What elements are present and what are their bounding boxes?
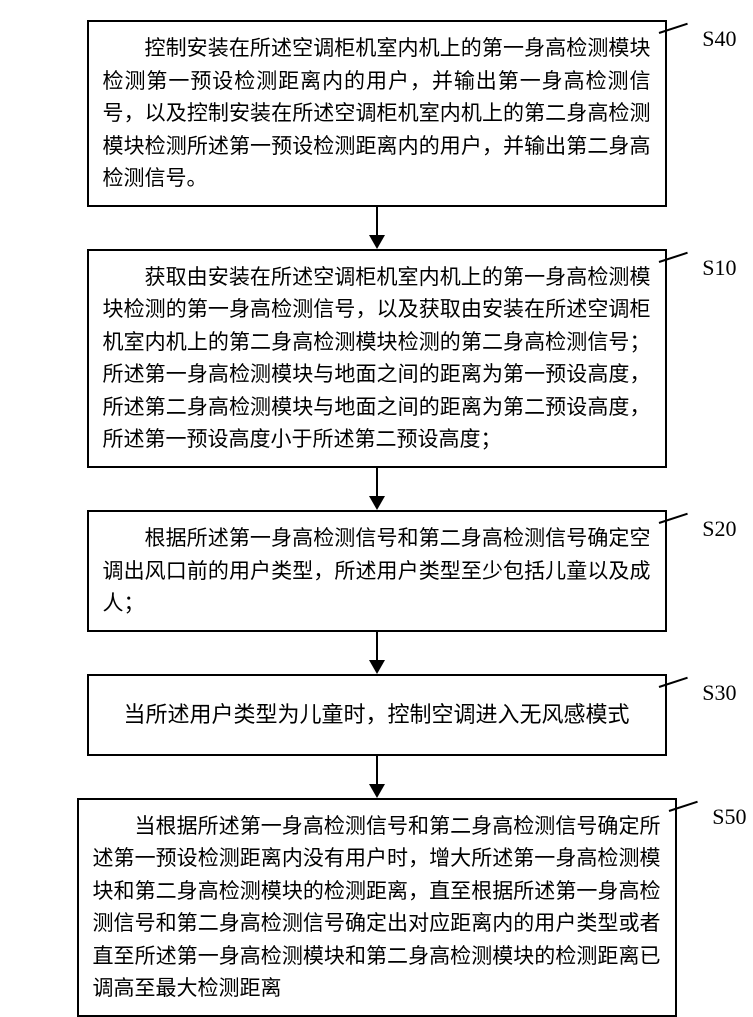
flow-step-label: S50 bbox=[712, 804, 746, 830]
flow-node-s10: 获取由安装在所述空调柜机室内机上的第一身高检测模块检测的第一身高检测信号，以及获… bbox=[87, 249, 667, 468]
flow-box-text: 当根据所述第一身高检测信号和第二身高检测信号确定所述第一预设检测距离内没有用户时… bbox=[93, 810, 661, 1005]
arrow-line bbox=[376, 207, 378, 235]
flow-step-label: S40 bbox=[702, 26, 736, 52]
flow-box: 获取由安装在所述空调柜机室内机上的第一身高检测模块检测的第一身高检测信号，以及获… bbox=[87, 249, 667, 468]
flow-node-s40: 控制安装在所述空调柜机室内机上的第一身高检测模块检测第一预设检测距离内的用户，并… bbox=[87, 20, 667, 207]
flow-arrow bbox=[369, 632, 385, 674]
flow-box: 根据所述第一身高检测信号和第二身高检测信号确定空调出风口前的用户类型，所述用户类… bbox=[87, 510, 667, 632]
flow-box-text: 当所述用户类型为儿童时，控制空调进入无风感模式 bbox=[103, 698, 651, 732]
flow-box-text: 控制安装在所述空调柜机室内机上的第一身高检测模块检测第一预设检测距离内的用户，并… bbox=[103, 32, 651, 195]
flow-arrow bbox=[369, 207, 385, 249]
flow-node-s50: 当根据所述第一身高检测信号和第二身高检测信号确定所述第一预设检测距离内没有用户时… bbox=[77, 798, 677, 1017]
flow-node-s20: 根据所述第一身高检测信号和第二身高检测信号确定空调出风口前的用户类型，所述用户类… bbox=[87, 510, 667, 632]
arrow-head-icon bbox=[369, 496, 385, 510]
flowchart-container: 控制安装在所述空调柜机室内机上的第一身高检测模块检测第一预设检测距离内的用户，并… bbox=[0, 0, 753, 1017]
arrow-head-icon bbox=[369, 660, 385, 674]
flow-box: 当所述用户类型为儿童时，控制空调进入无风感模式 bbox=[87, 674, 667, 756]
flow-step-label: S10 bbox=[702, 255, 736, 281]
flow-box-text: 根据所述第一身高检测信号和第二身高检测信号确定空调出风口前的用户类型，所述用户类… bbox=[103, 522, 651, 620]
flow-arrow bbox=[369, 756, 385, 798]
arrow-line bbox=[376, 756, 378, 784]
arrow-head-icon bbox=[369, 784, 385, 798]
arrow-head-icon bbox=[369, 235, 385, 249]
flow-node-s30: 当所述用户类型为儿童时，控制空调进入无风感模式S30 bbox=[87, 674, 667, 756]
arrow-line bbox=[376, 468, 378, 496]
flow-arrow bbox=[369, 468, 385, 510]
arrow-line bbox=[376, 632, 378, 660]
flow-step-label: S20 bbox=[702, 516, 736, 542]
flow-box-text: 获取由安装在所述空调柜机室内机上的第一身高检测模块检测的第一身高检测信号，以及获… bbox=[103, 261, 651, 456]
flow-step-label: S30 bbox=[702, 680, 736, 706]
flow-box: 当根据所述第一身高检测信号和第二身高检测信号确定所述第一预设检测距离内没有用户时… bbox=[77, 798, 677, 1017]
flow-box: 控制安装在所述空调柜机室内机上的第一身高检测模块检测第一预设检测距离内的用户，并… bbox=[87, 20, 667, 207]
